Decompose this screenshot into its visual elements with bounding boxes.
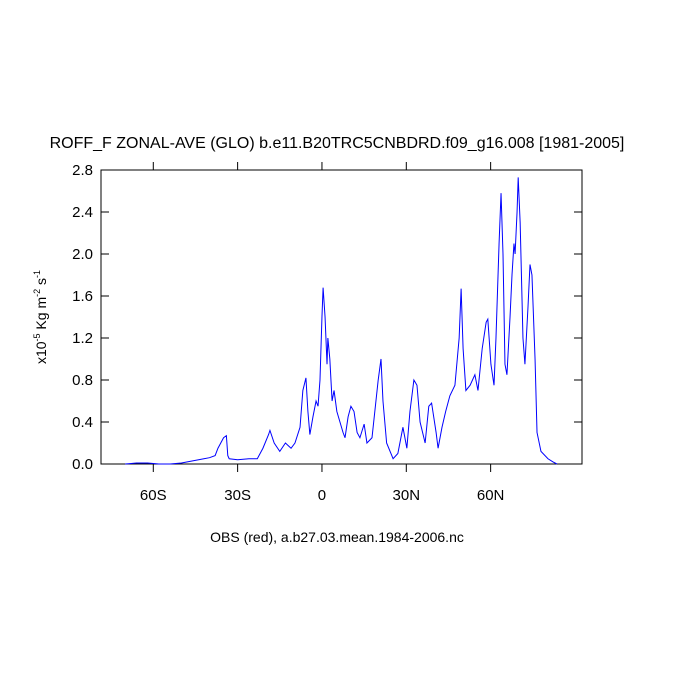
x-tick-label: 30N bbox=[393, 487, 421, 504]
y-tick-label: 1.2 bbox=[72, 330, 93, 347]
x-tick-label: 0 bbox=[318, 487, 326, 504]
y-axis-label-part: -2 bbox=[32, 289, 42, 297]
y-axis-label: x10-5 Kg m-2 s-1 bbox=[32, 270, 49, 364]
y-axis-label-part: s bbox=[33, 278, 49, 289]
y-tick-label: 2.0 bbox=[72, 246, 93, 263]
x-tick-label: 60N bbox=[477, 487, 505, 504]
y-tick-label: 1.6 bbox=[72, 288, 93, 305]
y-tick-label: 2.4 bbox=[72, 204, 93, 221]
y-tick-label: 0.4 bbox=[72, 414, 93, 431]
data-line bbox=[125, 177, 558, 465]
y-axis-label-part: x10 bbox=[33, 341, 49, 364]
y-tick-label: 0.8 bbox=[72, 372, 93, 389]
x-tick-label: 30S bbox=[224, 487, 251, 504]
x-tick-label: 60S bbox=[140, 487, 167, 504]
chart-title: ROFF_F ZONAL-AVE (GLO) b.e11.B20TRC5CNBD… bbox=[50, 135, 625, 152]
y-axis-label-part: -5 bbox=[32, 333, 42, 341]
y-tick-label: 2.8 bbox=[72, 162, 93, 179]
x-axis-label: OBS (red), a.b27.03.mean.1984-2006.nc bbox=[210, 529, 464, 545]
y-axis-label-part: Kg m bbox=[33, 297, 49, 334]
y-axis-label-part: -1 bbox=[32, 270, 42, 278]
y-tick-label: 0.0 bbox=[72, 456, 93, 473]
plot-frame bbox=[100, 169, 583, 465]
